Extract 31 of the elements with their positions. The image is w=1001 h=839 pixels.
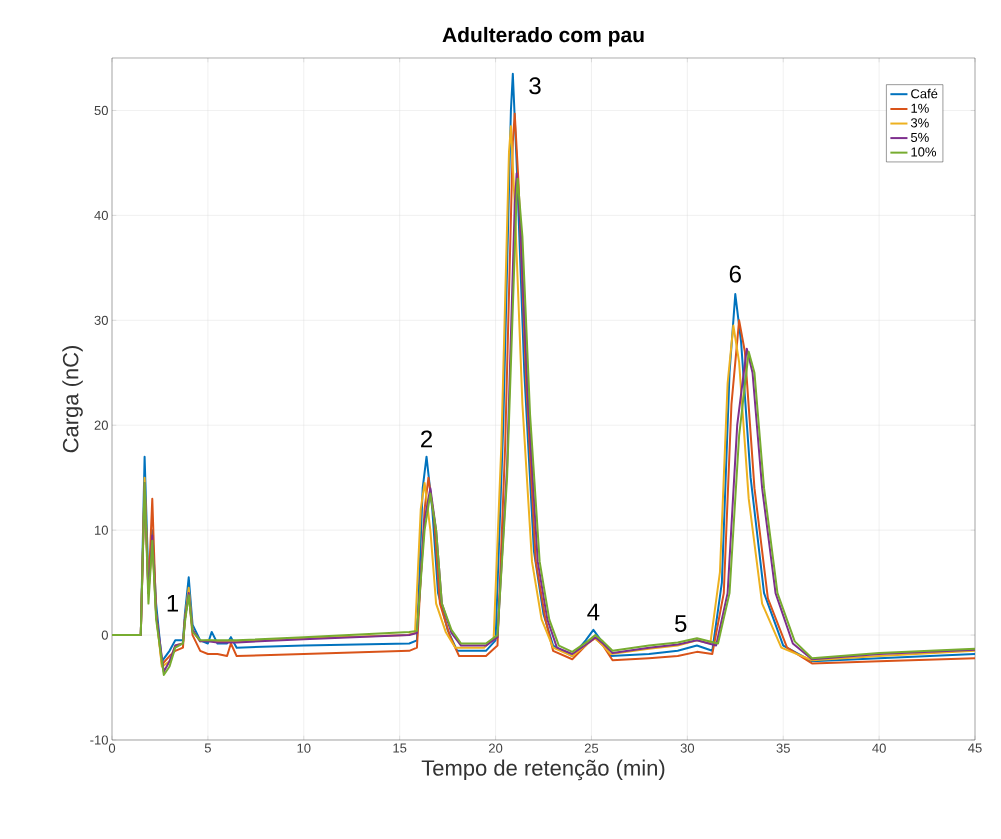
x-tick-label: 20 [488,743,503,753]
x-tick-label: 35 [776,743,790,753]
x-tick-label: 45 [968,743,982,753]
annotation: 4 [587,603,600,621]
x-tick-label: 30 [680,743,695,753]
y-tick-label: 10 [95,525,108,535]
legend-label: 1% [911,103,929,113]
y-tick-label: -10 [90,735,108,745]
legend-label: 5% [910,132,929,142]
annotation: 1 [167,594,178,612]
y-tick-label: 20 [94,420,108,430]
annotation: 5 [675,615,687,633]
x-axis-title: Tempo de retenção (min) [421,759,665,781]
y-tick-label: 30 [94,315,108,325]
legend-label: 10% [911,147,937,157]
legend-label: Café [911,88,938,99]
annotation: 3 [529,77,541,95]
y-tick-label: 40 [94,210,108,220]
x-tick-label: 15 [393,743,407,753]
y-tick-label: 50 [94,105,108,116]
y-tick-label: 0 [101,630,108,640]
y-axis-title: Carga (nC) [62,346,83,453]
x-tick-label: 0 [108,743,116,753]
chart-title: Adulterado com pau [442,26,644,47]
x-tick-label: 10 [297,743,311,753]
x-tick-label: 25 [584,743,599,753]
x-tick-label: 5 [204,743,211,753]
annotation: 6 [729,265,741,283]
x-tick-label: 40 [872,743,886,753]
annotation: 2 [421,430,432,448]
legend-label: 3% [910,118,929,128]
